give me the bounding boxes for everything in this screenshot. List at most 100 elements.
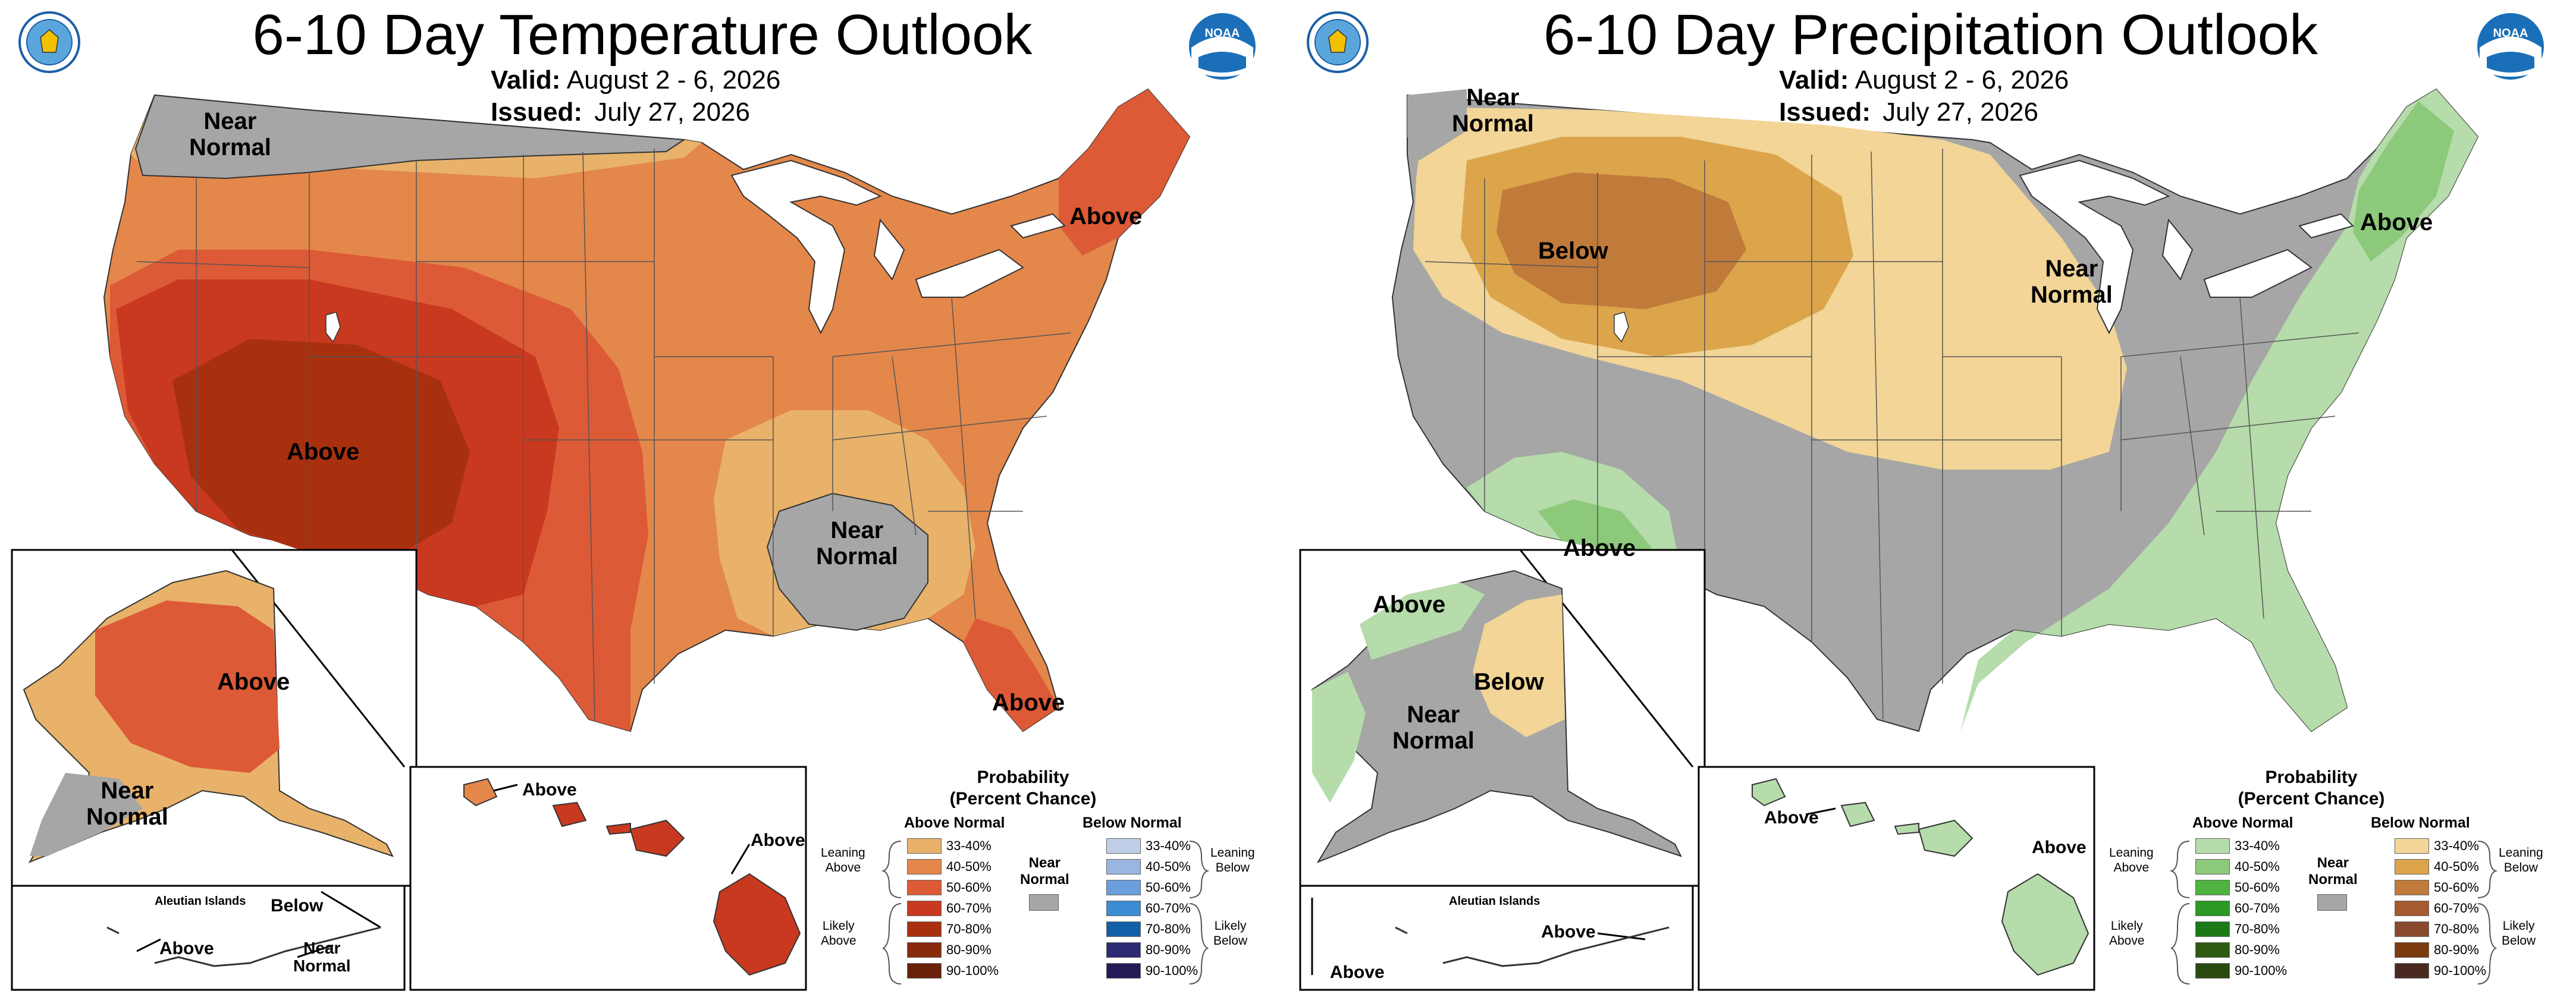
aleutian-region-label: Above	[1330, 962, 1385, 982]
legend-swatch	[2395, 963, 2429, 979]
legend-brace-above	[881, 841, 902, 984]
legend-swatch	[907, 921, 942, 937]
se-near-normal	[766, 492, 928, 631]
leaning-above-label: Leaning Above	[821, 846, 865, 875]
legend-range-label: 50-60%	[2434, 880, 2479, 895]
region-label: Above	[287, 439, 360, 465]
issued-label: Issued:	[1779, 97, 1871, 127]
region-label: Near Normal	[189, 108, 271, 161]
legend-title: Probability (Percent Chance)	[949, 767, 1097, 809]
legend-swatch	[1106, 880, 1141, 895]
legend-range-label: 40-50%	[2434, 859, 2479, 874]
valid-label: Valid:	[491, 65, 561, 95]
aleutian-islands	[106, 926, 381, 967]
legend-range-label: 90-100%	[2235, 963, 2288, 978]
great-salt-lake	[1614, 312, 1629, 343]
legend-swatch	[1106, 901, 1141, 916]
likely-below-label: Likely Below	[1213, 919, 1248, 948]
below-normal-heading: Below Normal	[1083, 814, 1182, 831]
precipitation-outlook-panel: NOAA 6-10 Day Precipitation Outlook Vali…	[1288, 0, 2576, 994]
aleutian-region-label: Above	[1541, 922, 1596, 942]
legend-range-label: 70-80%	[1146, 921, 1191, 936]
legend-range-label: 70-80%	[946, 921, 992, 936]
alaska-above-core	[95, 600, 280, 773]
legend-swatch	[907, 942, 942, 958]
legend-swatch	[2395, 921, 2429, 937]
hawaii-region-label: Above	[1764, 808, 1819, 828]
hawaii-arrows	[1805, 807, 1836, 816]
legend-swatch	[2195, 942, 2230, 958]
legend-range-label: 33-40%	[2434, 838, 2479, 853]
valid-label: Valid:	[1779, 65, 1849, 95]
hawaii-region-label: Above	[2032, 838, 2086, 857]
legend-swatch	[2195, 880, 2230, 895]
legend-range-label: 60-70%	[946, 901, 992, 916]
great-lakes	[730, 159, 1066, 335]
legend-range-label: 33-40%	[1146, 838, 1191, 853]
state-boundaries	[1425, 149, 2359, 720]
ne-above	[1059, 89, 1190, 256]
hawaii-maui	[1918, 819, 1973, 857]
legend-brace-below	[1189, 841, 1210, 984]
noaa-logo-icon: NOAA	[2477, 13, 2544, 80]
legend-range-label: 60-70%	[2235, 901, 2280, 916]
legend-swatch	[1106, 963, 1141, 979]
florida-above	[964, 618, 1059, 731]
date-block: Valid: August 2 - 6, 2026 Issued: July 2…	[491, 64, 780, 128]
likely-above-label: Likely Above	[2109, 919, 2145, 948]
region-label: Above	[2360, 209, 2433, 235]
svg-text:NOAA: NOAA	[1205, 27, 1240, 40]
conus-precipitation-map	[1299, 88, 2479, 991]
alaska-region-label: Near Normal	[1392, 702, 1474, 754]
hawaii-region-label: Above	[751, 831, 805, 850]
legend-swatch	[2395, 901, 2429, 916]
legend-swatch	[907, 859, 942, 875]
alaska-region-label: Below	[1474, 669, 1544, 695]
hawaii-kauai	[1752, 778, 1786, 807]
legend-range-label: 33-40%	[946, 838, 992, 853]
aleutian-arrows	[1311, 898, 1646, 975]
legend-swatch	[2195, 838, 2230, 854]
legend-swatch	[2395, 942, 2429, 958]
alaska-region-label: Near Normal	[86, 778, 168, 830]
alaska-above-sw	[1312, 672, 1366, 803]
hawaii-arrows	[493, 784, 751, 875]
aleutian-region-label: Near Normal	[293, 939, 351, 975]
leaning-below-label: Leaning Below	[1210, 846, 1255, 875]
east-above-33	[1960, 89, 2478, 731]
probability-legend: Probability (Percent Chance) Above Norma…	[2109, 767, 2561, 993]
near-normal-key-label: Near Normal	[1020, 855, 1069, 888]
sw-above-40	[1538, 499, 1651, 577]
hawaii-oahu	[1840, 801, 1875, 828]
leaning-below-label: Leaning Below	[2499, 846, 2543, 875]
hawaii-maui	[629, 819, 685, 857]
alaska-region-label: Above	[217, 669, 290, 695]
legend-range-label: 33-40%	[2235, 838, 2280, 853]
noaa-logo-icon: NOAA	[1189, 13, 1256, 80]
region-label: Above	[1563, 535, 1636, 561]
aleutian-islands	[1395, 926, 1670, 967]
hawaii-big-island	[2001, 873, 2089, 976]
region-label: Near Normal	[2031, 256, 2113, 308]
hawaii-big-island	[713, 873, 801, 976]
hawaii-oahu	[552, 801, 587, 828]
legend-range-label: 60-70%	[2434, 901, 2479, 916]
legend-brace-above	[2169, 841, 2190, 984]
great-lakes	[2019, 159, 2354, 335]
aleutian-region-label: Above	[159, 939, 214, 958]
aleutian-region-label: Below	[271, 896, 324, 916]
alaska-below-east	[1473, 594, 1565, 737]
alaska-near-normal	[30, 773, 143, 856]
issued-label: Issued:	[491, 97, 583, 127]
legend-swatch	[1106, 921, 1141, 937]
legend-swatch	[2195, 901, 2230, 916]
valid-value: August 2 - 6, 2026	[1855, 65, 2069, 95]
legend-swatch	[1106, 859, 1141, 875]
hawaii-molokai	[1894, 822, 1919, 835]
above-normal-heading: Above Normal	[904, 814, 1005, 831]
alaska-above-north	[1360, 583, 1485, 660]
legend-range-label: 90-100%	[946, 963, 999, 978]
legend-range-label: 90-100%	[1146, 963, 1198, 978]
legend-swatch	[2395, 880, 2429, 895]
legend-brace-below	[2477, 841, 2498, 984]
